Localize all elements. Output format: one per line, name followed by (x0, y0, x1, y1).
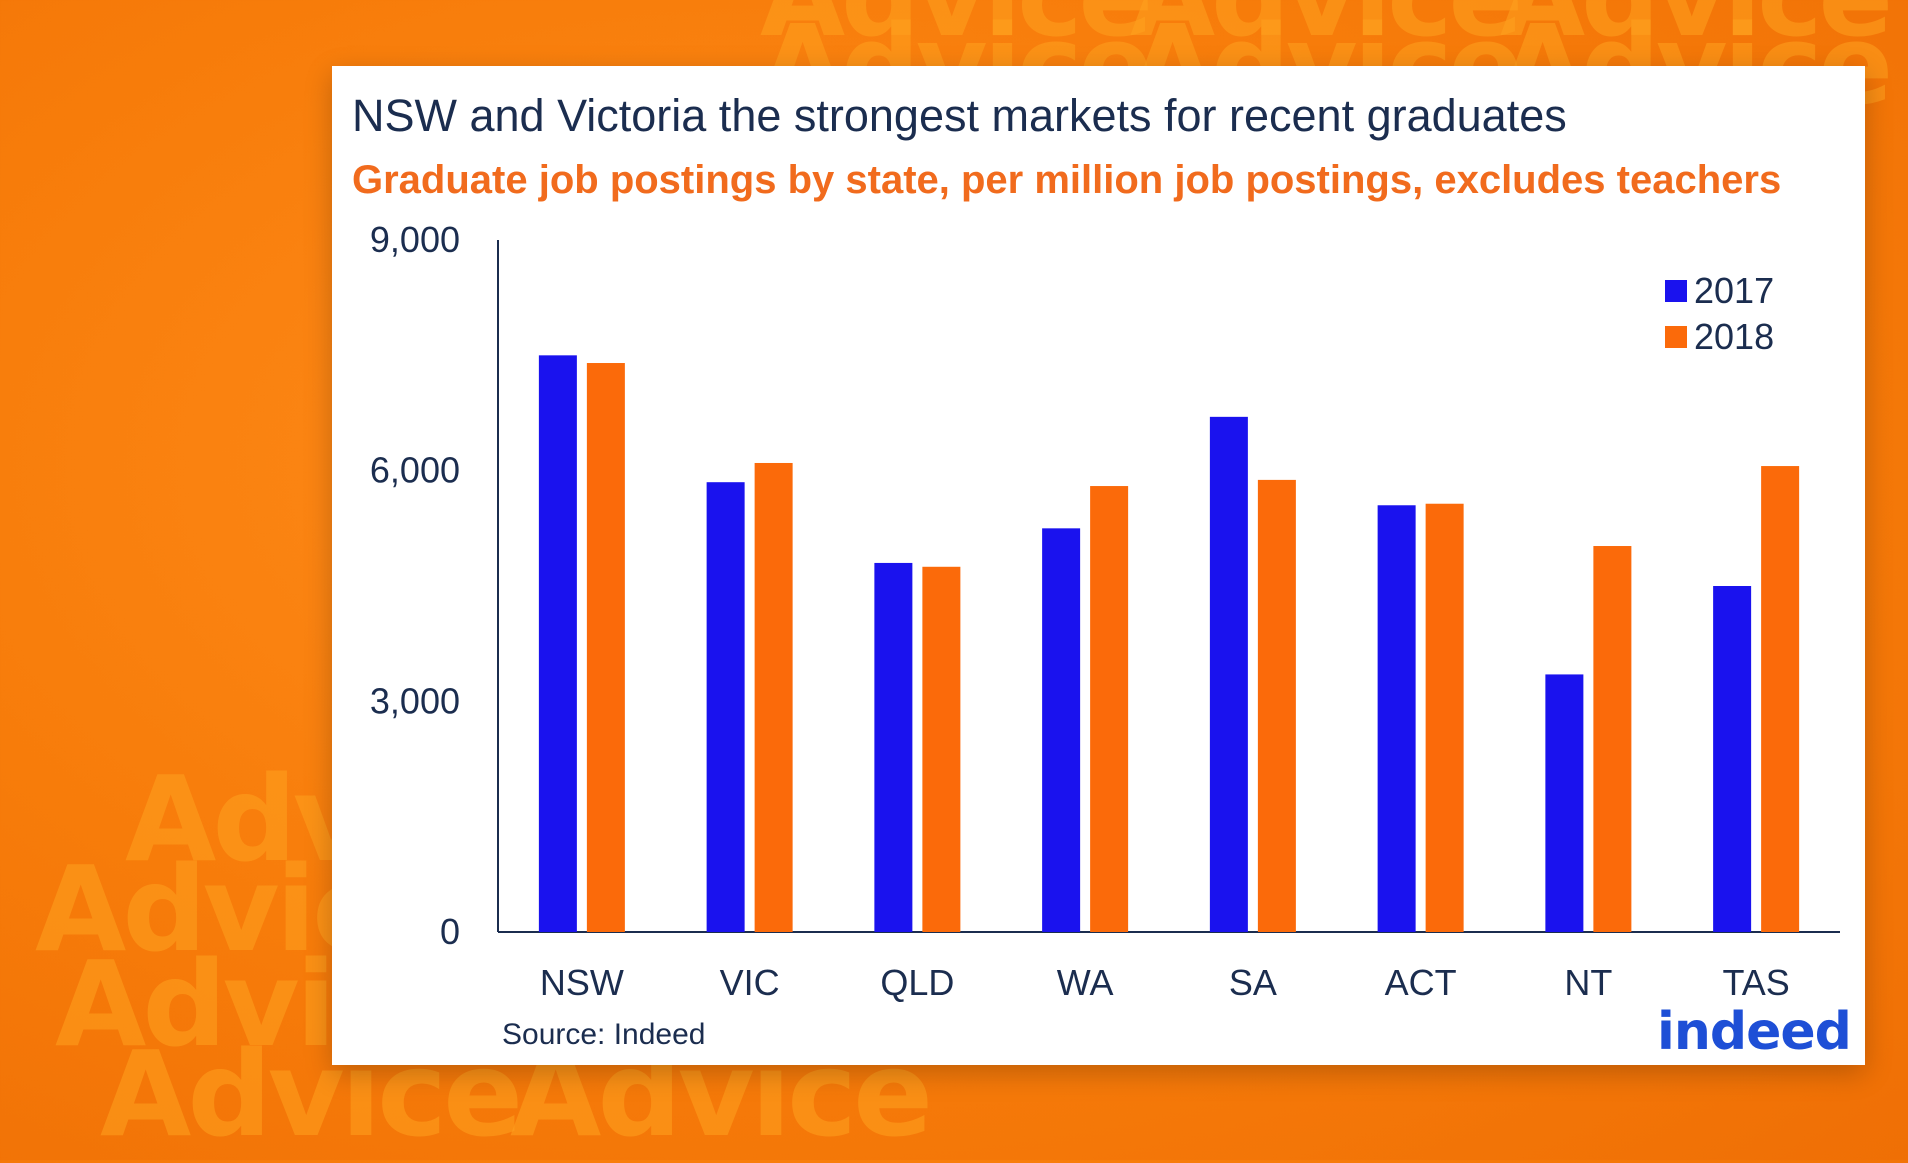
y-tick-label: 3,000 (370, 680, 460, 721)
legend-label-2017: 2017 (1694, 270, 1774, 311)
legend-swatch-2017 (1665, 280, 1687, 302)
bar-chart: 0 3,000 6,000 9,000 NSW VIC QLD WA SA ACT NT TAS 201… (370, 219, 1840, 1003)
bar-2017-nt (1545, 674, 1584, 932)
y-tick-label: 6,000 (370, 450, 460, 491)
bar-2018-qld (922, 566, 961, 932)
x-tick-label: TAS (1722, 962, 1789, 1003)
bar-2017-sa (1209, 416, 1248, 932)
bar-2018-nt (1593, 546, 1632, 932)
bar-2017-tas (1713, 586, 1752, 932)
source-note: Source: Indeed (502, 1018, 706, 1051)
x-tick-label: QLD (880, 962, 954, 1003)
watermark-text: Advice (1500, 0, 1893, 52)
x-tick-label: NT (1564, 962, 1612, 1003)
chart-subtitle: Graduate job postings by state, per mill… (352, 158, 1782, 202)
x-tick-label: SA (1229, 962, 1277, 1003)
bar-2018-nsw (586, 363, 625, 932)
bar-2017-wa (1042, 528, 1081, 932)
x-tick-label: VIC (720, 962, 780, 1003)
bar-2018-vic (754, 462, 793, 932)
bar-2018-wa (1090, 486, 1129, 932)
x-tick-label: NSW (540, 962, 624, 1003)
y-tick-label: 0 (440, 911, 460, 952)
bar-2017-nsw (538, 355, 577, 932)
indeed-logo: indeed (1657, 1002, 1852, 1062)
legend-swatch-2018 (1665, 326, 1687, 348)
bar-2017-qld (874, 562, 913, 932)
watermark-text: Advice (760, 0, 1153, 52)
chart-card: NSW and Victoria the strongest markets f… (332, 66, 1865, 1065)
x-tick-label: WA (1057, 962, 1114, 1003)
bar-2017-vic (706, 482, 745, 932)
bar-2018-tas (1761, 466, 1800, 932)
y-tick-label: 9,000 (370, 219, 460, 260)
bar-2017-act (1377, 505, 1416, 932)
bar-2018-sa (1257, 479, 1296, 932)
chart-title: NSW and Victoria the strongest markets f… (352, 90, 1567, 141)
x-tick-label: ACT (1385, 962, 1457, 1003)
bar-2018-act (1425, 503, 1464, 932)
legend-label-2018: 2018 (1694, 316, 1774, 357)
watermark-text: Advice (1130, 0, 1523, 52)
